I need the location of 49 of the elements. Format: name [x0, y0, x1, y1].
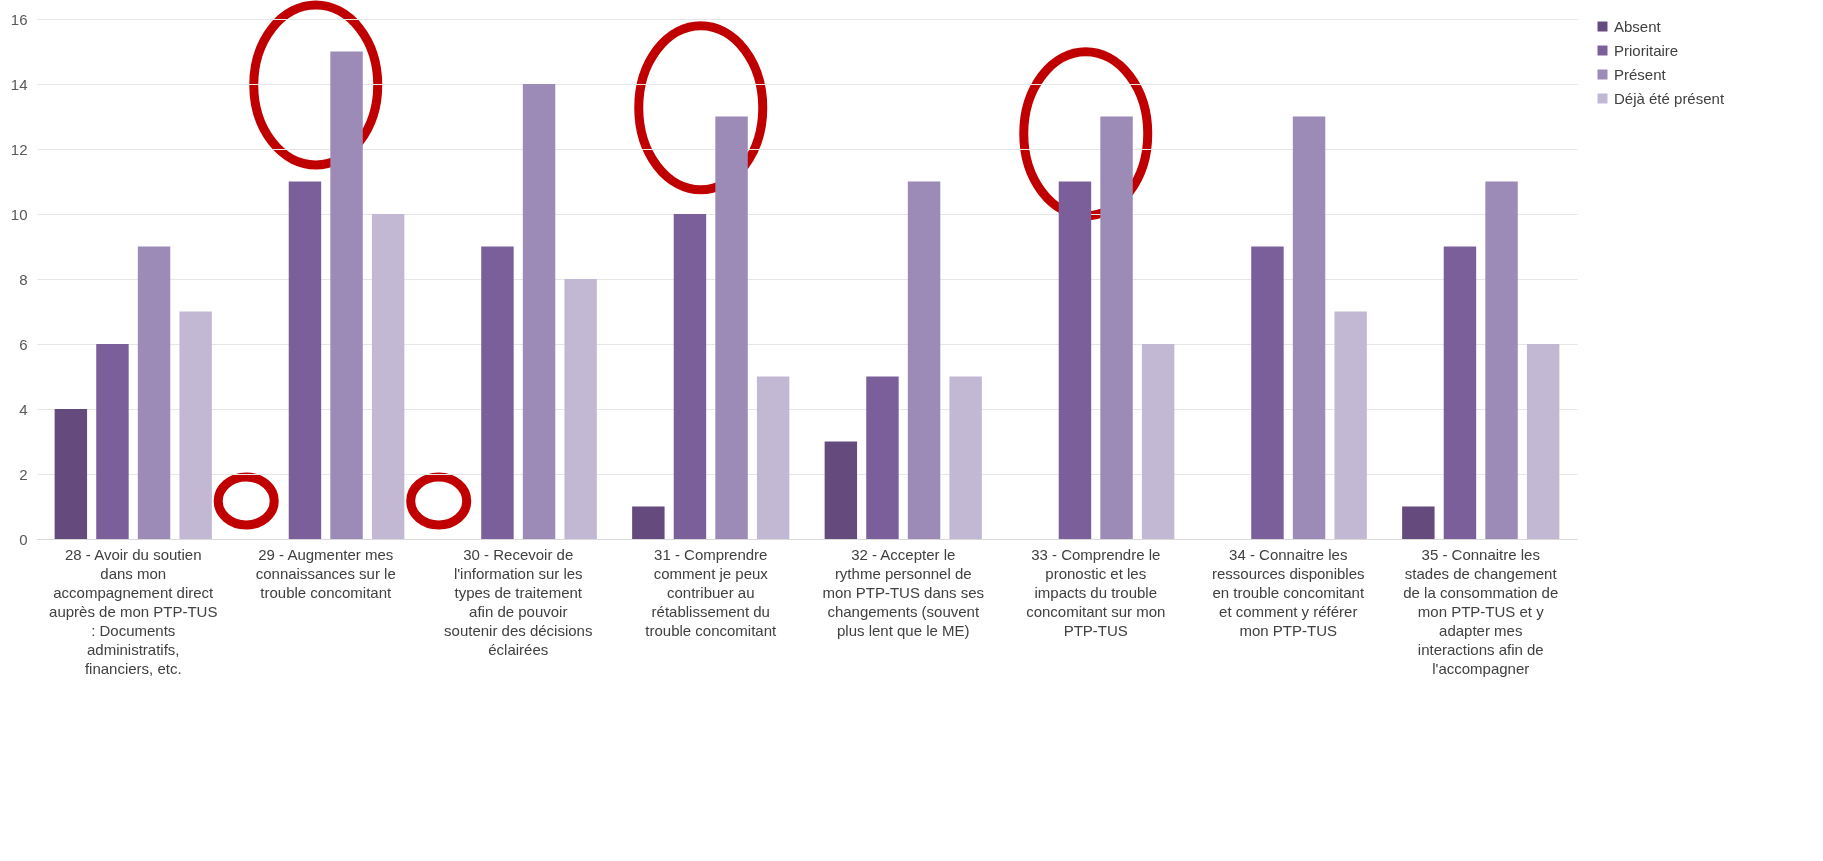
y-tick-label: 4	[19, 400, 28, 418]
legend-label: Absent	[1614, 17, 1662, 35]
y-tick-label: 8	[19, 270, 28, 288]
bar	[481, 246, 514, 539]
bar	[288, 181, 322, 539]
bar	[54, 409, 88, 539]
bar	[949, 376, 982, 539]
bar	[137, 246, 171, 539]
x-tick-label: 32 - Accepter le rythme personnel de mon PTP-TUS dans ses changements (souvent plus lent que le ME)	[822, 545, 985, 639]
legend-label: Prioritaire	[1614, 41, 1679, 59]
bar	[371, 214, 405, 539]
bar	[715, 116, 748, 539]
x-tick-label: 33 - Comprendre le pronostic et les impacts du trouble concomitant sur mon PTP-TUS	[1026, 545, 1166, 639]
bar	[1402, 506, 1435, 539]
legend-label: Présent	[1614, 65, 1667, 83]
y-tick-label: 14	[10, 75, 28, 93]
y-tick-label: 10	[10, 205, 28, 223]
bar	[1251, 246, 1284, 539]
bar	[756, 376, 790, 539]
bar	[632, 506, 665, 539]
bar	[673, 214, 707, 539]
bar	[564, 279, 597, 539]
bar	[330, 51, 363, 539]
bar	[1292, 116, 1326, 539]
legend-label: Déjà été présent	[1614, 89, 1725, 107]
bar	[1443, 246, 1477, 539]
y-tick-label: 16	[10, 10, 28, 28]
y-tick-label: 6	[19, 335, 28, 353]
x-tick-label: 34 - Connaitre les ressources disponibles en trouble concomitant et comment y référer mon PTP-TUS	[1211, 545, 1365, 639]
x-tick-label: 31 - Comprendre comment je peux contribuer au rétablissement du trouble concomitant	[645, 545, 778, 639]
bar	[522, 84, 556, 539]
bar	[1141, 344, 1175, 539]
bar	[1100, 116, 1133, 539]
x-tick-label: 28 - Avoir du soutien dans mon accompagnement direct auprès de mon PTP-TUS : Documents administratifs, financiers, etc.	[49, 545, 218, 677]
x-tick-label: 30 - Recevoir de l'information sur les types de traitement afin de pouvoir soutenir des décisions éclairées	[444, 545, 593, 658]
bar	[96, 344, 129, 539]
bar	[824, 441, 858, 539]
y-tick-label: 2	[19, 465, 28, 483]
bar	[1485, 181, 1518, 539]
y-tick-label: 12	[10, 140, 28, 158]
x-tick-label: 35 - Connaitre les stades de changement de la consommation de mon PTP-TUS et y adapter mes interactions afin de l'accompagner	[1403, 545, 1559, 677]
bar	[907, 181, 941, 539]
bar	[1334, 311, 1367, 539]
bar	[1526, 344, 1560, 539]
bar	[866, 376, 899, 539]
y-tick-label: 0	[19, 530, 28, 548]
bar	[1058, 181, 1092, 539]
x-tick-label: 29 - Augmenter mes connaissances sur le trouble concomitant	[255, 545, 396, 601]
bar	[179, 311, 212, 539]
